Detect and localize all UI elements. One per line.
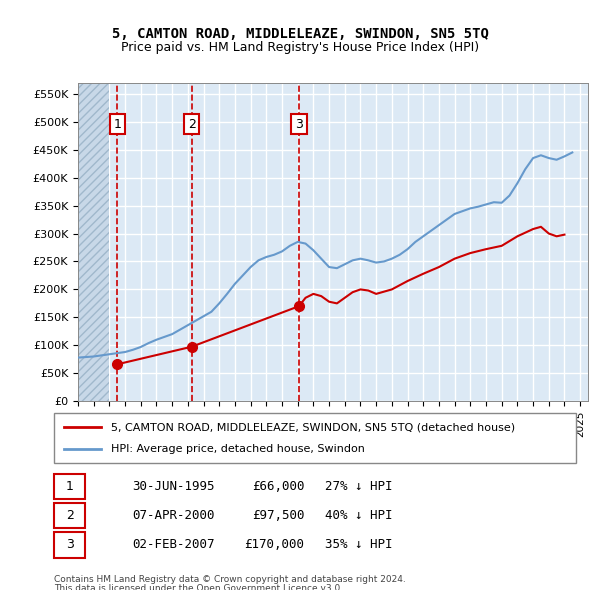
Text: 1: 1 [113, 117, 121, 130]
Text: Price paid vs. HM Land Registry's House Price Index (HPI): Price paid vs. HM Land Registry's House … [121, 41, 479, 54]
FancyBboxPatch shape [54, 474, 85, 499]
Text: 35% ↓ HPI: 35% ↓ HPI [325, 539, 393, 552]
Text: 5, CAMTON ROAD, MIDDLELEAZE, SWINDON, SN5 5TQ: 5, CAMTON ROAD, MIDDLELEAZE, SWINDON, SN… [112, 27, 488, 41]
Text: 27% ↓ HPI: 27% ↓ HPI [325, 480, 393, 493]
Text: 3: 3 [295, 117, 303, 130]
Text: Contains HM Land Registry data © Crown copyright and database right 2024.: Contains HM Land Registry data © Crown c… [54, 575, 406, 584]
Text: £170,000: £170,000 [245, 539, 305, 552]
Text: This data is licensed under the Open Government Licence v3.0.: This data is licensed under the Open Gov… [54, 584, 343, 590]
FancyBboxPatch shape [54, 532, 85, 558]
Text: 40% ↓ HPI: 40% ↓ HPI [325, 509, 393, 522]
Text: £97,500: £97,500 [252, 509, 305, 522]
Text: 2: 2 [188, 117, 196, 130]
Text: HPI: Average price, detached house, Swindon: HPI: Average price, detached house, Swin… [112, 444, 365, 454]
FancyBboxPatch shape [54, 413, 576, 463]
Text: 5, CAMTON ROAD, MIDDLELEAZE, SWINDON, SN5 5TQ (detached house): 5, CAMTON ROAD, MIDDLELEAZE, SWINDON, SN… [112, 422, 515, 432]
Text: 1: 1 [66, 480, 74, 493]
Text: 02-FEB-2007: 02-FEB-2007 [133, 539, 215, 552]
Text: £66,000: £66,000 [252, 480, 305, 493]
Text: 2: 2 [66, 509, 74, 522]
Text: 3: 3 [66, 539, 74, 552]
FancyBboxPatch shape [54, 503, 85, 529]
Text: 30-JUN-1995: 30-JUN-1995 [133, 480, 215, 493]
Text: 07-APR-2000: 07-APR-2000 [133, 509, 215, 522]
